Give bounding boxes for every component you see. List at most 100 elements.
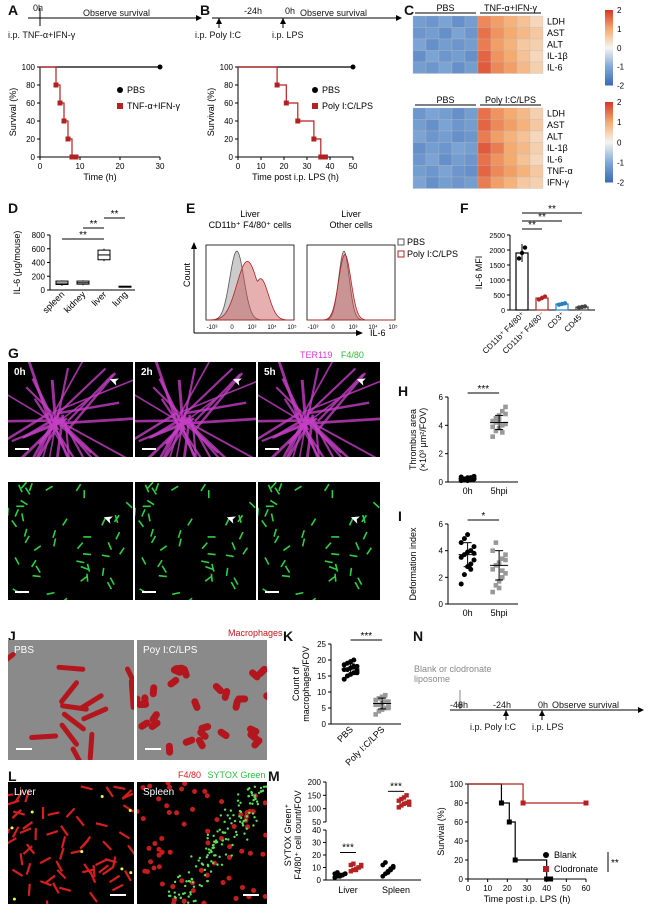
panel-title: Other cells	[329, 220, 373, 230]
row-label: LDH	[547, 17, 565, 27]
x-tick-label: 30	[156, 162, 165, 171]
survival-chart-n: 0 20 40 60 80 100 0 10 20 30 40 50 60 Time post i.p. …	[436, 780, 619, 904]
y-tick-label: 60	[26, 99, 35, 108]
f480-signal	[82, 836, 92, 847]
data-point	[373, 702, 378, 708]
y-tick-label: 30	[312, 839, 321, 848]
macrophage	[138, 719, 151, 730]
kupffer-cell	[17, 484, 23, 493]
sytox-signal	[241, 823, 245, 827]
micro-g-ter119: 5h ➤	[258, 362, 380, 457]
scale-bar	[15, 591, 29, 593]
scale-bar	[243, 894, 259, 896]
legend-marker	[397, 238, 405, 246]
heatmap-cell	[412, 119, 427, 132]
scale-bar	[265, 591, 279, 593]
sytox-signal	[219, 814, 223, 817]
panel-label-j: J	[8, 628, 16, 644]
heatmap-cell	[451, 153, 466, 166]
sytox-signal	[245, 827, 248, 830]
macrophage	[149, 684, 158, 698]
kupffer-cell	[312, 597, 317, 600]
row-label: IL-6	[547, 63, 563, 73]
macrophage	[195, 736, 206, 750]
data-point	[500, 408, 505, 414]
y-tick-label: 500	[493, 293, 505, 300]
sytox-signal	[230, 822, 233, 825]
x-axis-label: Time post i.p. LPS (h)	[252, 172, 339, 182]
panel-title: CD11b⁺ F4/80⁺ cells	[209, 220, 292, 230]
macrophage	[197, 728, 209, 740]
sytox-signal	[240, 816, 243, 820]
data-point	[506, 819, 512, 825]
y-tick-label: 0	[322, 720, 327, 729]
kupffer-cell	[357, 577, 363, 586]
legend-label: Poly I:C/LPS	[322, 101, 373, 111]
legend-label: Blank	[554, 850, 577, 860]
f480-signal	[239, 848, 245, 854]
data-point	[496, 579, 502, 584]
kupffer-cell	[361, 514, 366, 524]
sytox-signal	[128, 809, 132, 813]
y-tick-label: 100	[220, 63, 234, 72]
y-axis-label: Count	[182, 263, 192, 288]
kupffer-cell	[187, 518, 193, 526]
f480-signal	[39, 856, 52, 865]
y-tick-label: 6	[439, 520, 444, 529]
panel-label-e: E	[186, 200, 196, 216]
kupffer-cell	[23, 528, 28, 537]
x-tick-label: liver	[90, 289, 109, 308]
colorbar	[605, 102, 613, 183]
sytox-signal	[228, 817, 232, 820]
x-tick-label: 5hpi	[491, 608, 508, 618]
macrophage	[221, 688, 231, 701]
f480-signal	[204, 793, 210, 799]
heatmap-cell	[451, 142, 466, 155]
kupffer-cell	[324, 560, 333, 564]
heatmap-cell	[464, 165, 479, 178]
heatmap-cell	[503, 15, 518, 28]
macrophage	[191, 698, 201, 711]
kupffer-cell	[158, 574, 167, 578]
f480-signal	[44, 874, 56, 884]
g-channel-ter119: TER119	[300, 350, 333, 360]
f480-signal	[113, 785, 126, 791]
colorbar-tick: -2	[617, 179, 625, 188]
survival-chart-a: 0 20 40 60 80 100 0 10 20 30 Time (h) Survival (%) P…	[8, 63, 180, 182]
data-point	[404, 793, 409, 798]
microscopy-texture	[258, 482, 380, 600]
vessel	[258, 411, 301, 441]
kupffer-cell	[141, 557, 147, 565]
macrophage	[128, 680, 134, 710]
g-channel-legend: TER119 F4/80	[300, 350, 364, 360]
sytox-signal	[197, 859, 200, 862]
heatmap-cell	[464, 119, 479, 132]
vessel	[135, 394, 176, 420]
f480-signal	[80, 785, 93, 791]
significance-label: **	[79, 230, 87, 241]
sytox-signal	[230, 854, 233, 857]
data-point	[359, 862, 364, 868]
data-point	[496, 585, 502, 591]
kupffer-cell	[114, 514, 119, 524]
y-axis-label: Deformation index	[408, 527, 418, 601]
colorbar	[605, 10, 613, 86]
heatmap-cell	[490, 38, 505, 51]
vessel	[194, 373, 241, 422]
kupffer-cell	[328, 565, 337, 571]
group-label: PBS	[436, 95, 454, 105]
y-tick-label: 100	[22, 63, 36, 72]
vessel	[56, 401, 120, 415]
data-point	[351, 861, 356, 866]
vessel	[150, 420, 178, 439]
y-tick-label: 150	[308, 791, 322, 800]
sytox-signal	[212, 861, 215, 865]
heatmap-cell	[438, 50, 453, 63]
sytox-signal	[187, 879, 191, 883]
x-tick-label: 10⁵	[388, 324, 398, 331]
heatmap-cell	[529, 27, 544, 40]
kupffer-cell	[107, 542, 113, 550]
sytox-signal	[252, 824, 255, 827]
heatmap-cell	[451, 130, 466, 143]
f480-signal	[148, 859, 154, 865]
